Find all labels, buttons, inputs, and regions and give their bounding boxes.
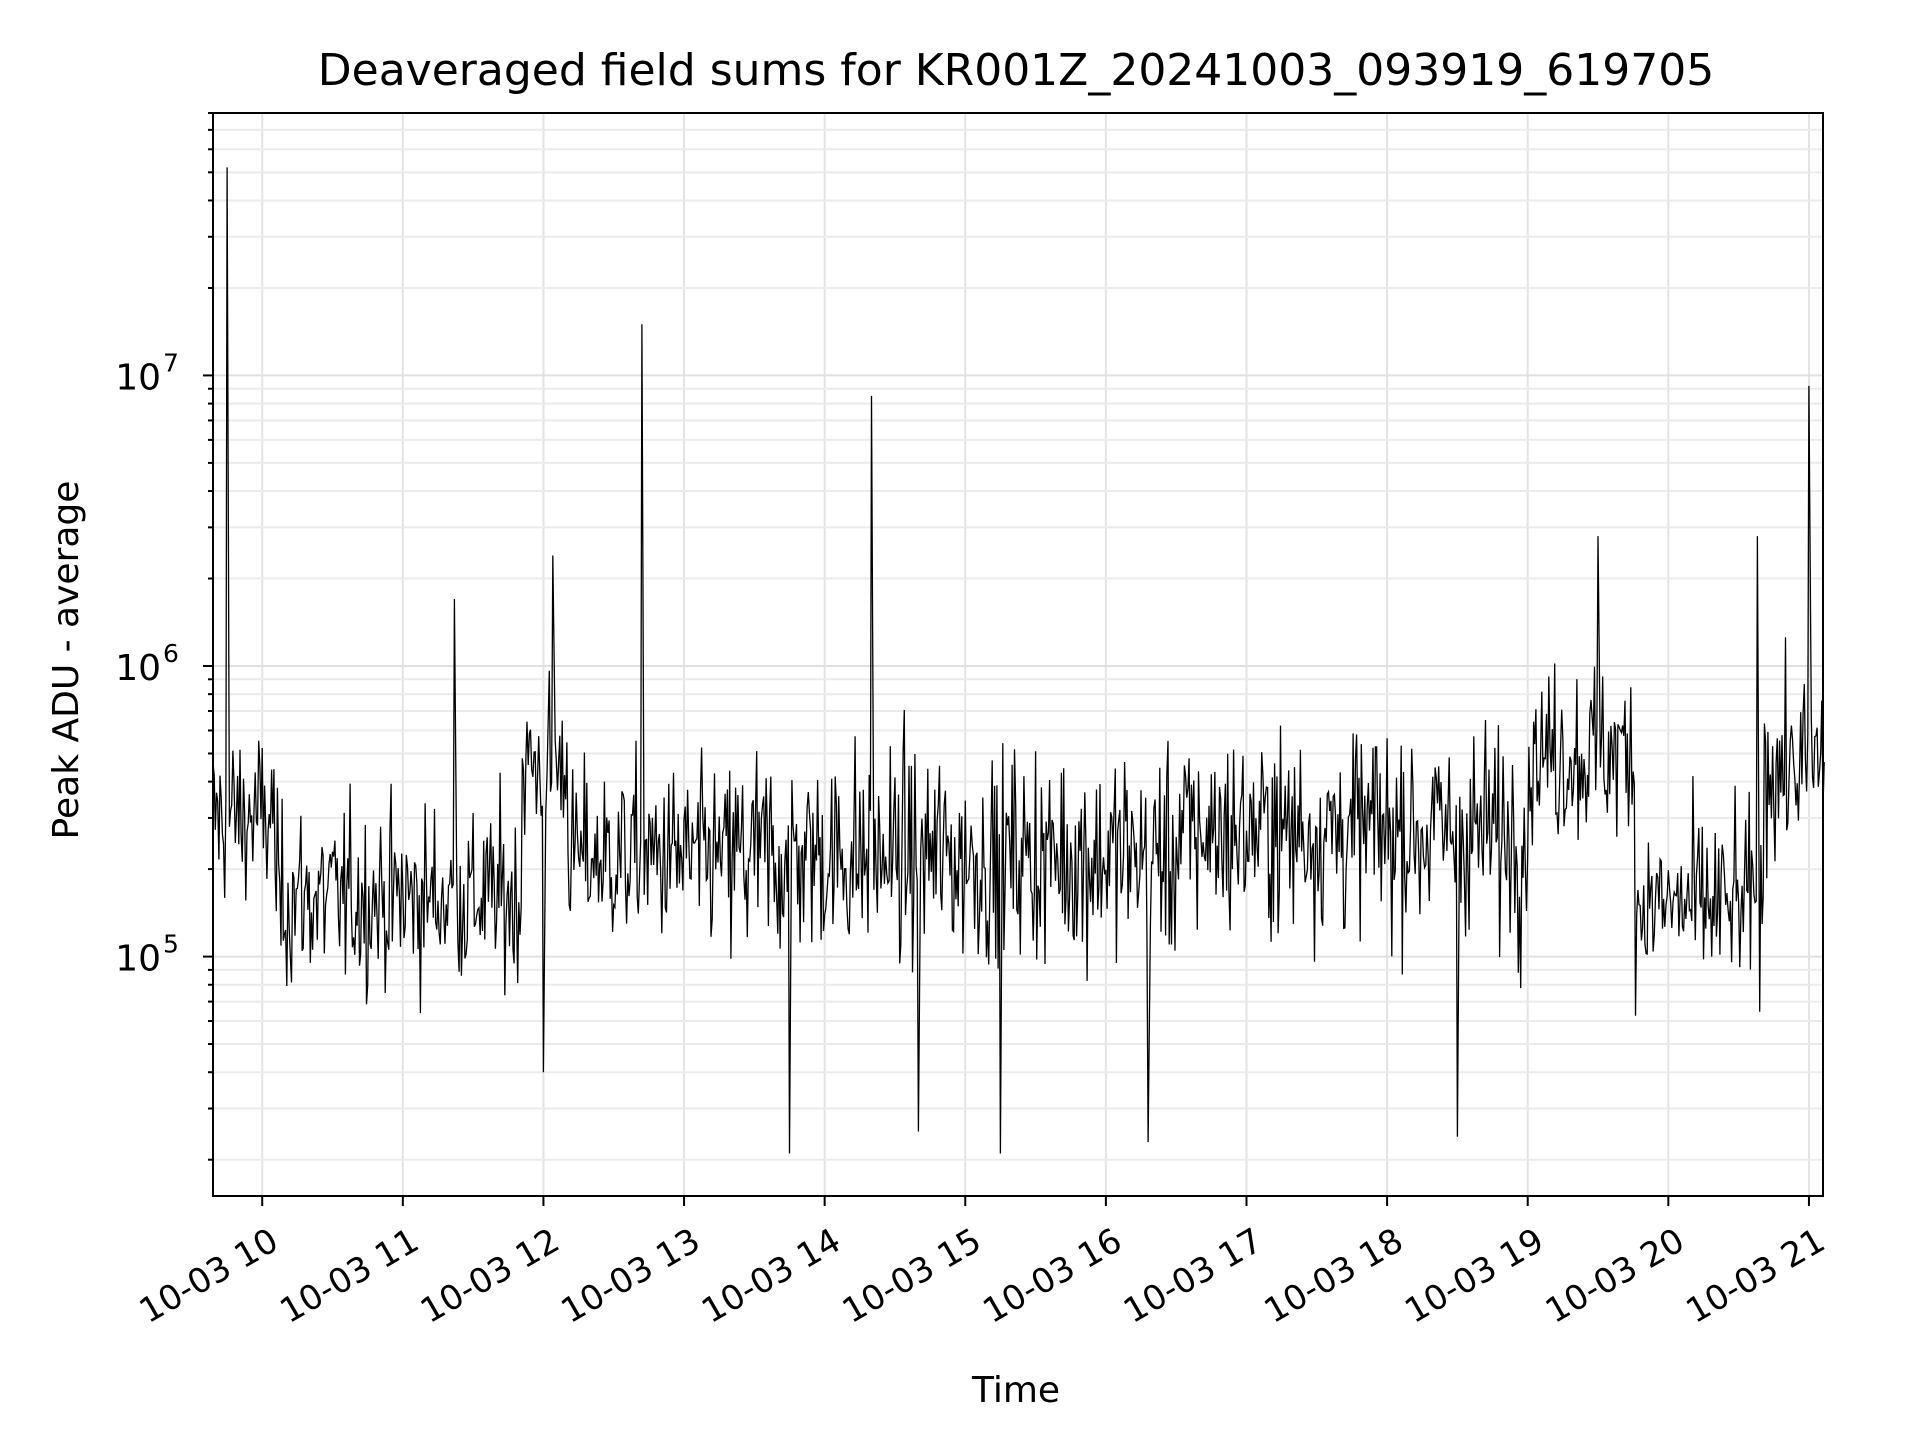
series-line <box>212 167 1825 1154</box>
y-tick-label: 10 <box>115 648 161 689</box>
chart-title: Deaveraged field sums for KR001Z_2024100… <box>318 45 1714 96</box>
axes-frame <box>212 112 1824 1197</box>
plot-area <box>212 167 1825 1154</box>
y-tick-label: 10 <box>115 357 161 398</box>
y-tick-exponent: 5 <box>163 930 179 959</box>
y-axis-label: Peak ADU - average <box>46 481 87 840</box>
y-tick-exponent: 7 <box>163 348 179 377</box>
y-tick-label: 10 <box>115 939 161 980</box>
grid-lines <box>213 112 1823 1196</box>
x-axis-label: Time <box>971 1370 1060 1411</box>
y-tick-exponent: 6 <box>163 639 179 668</box>
